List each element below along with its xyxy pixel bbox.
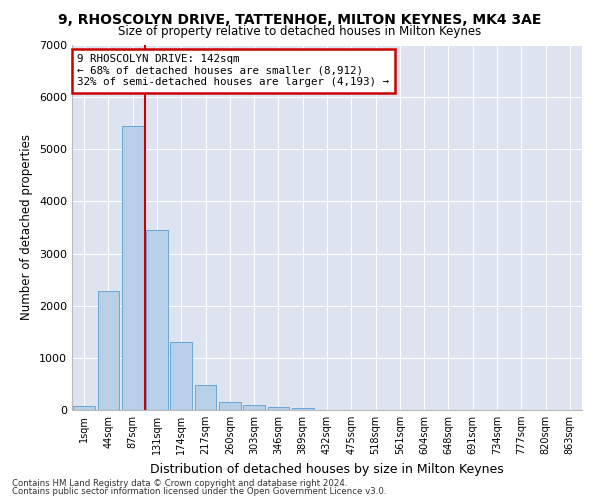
Bar <box>73 406 95 410</box>
Bar <box>194 386 217 410</box>
X-axis label: Distribution of detached houses by size in Milton Keynes: Distribution of detached houses by size … <box>150 462 504 475</box>
Bar <box>243 406 265 410</box>
Text: Contains public sector information licensed under the Open Government Licence v3: Contains public sector information licen… <box>12 487 386 496</box>
Bar <box>97 291 119 410</box>
Bar <box>292 408 314 410</box>
Bar <box>122 126 143 410</box>
Text: 9, RHOSCOLYN DRIVE, TATTENHOE, MILTON KEYNES, MK4 3AE: 9, RHOSCOLYN DRIVE, TATTENHOE, MILTON KE… <box>58 12 542 26</box>
Bar <box>170 342 192 410</box>
Text: Size of property relative to detached houses in Milton Keynes: Size of property relative to detached ho… <box>118 25 482 38</box>
Bar <box>268 407 289 410</box>
Bar <box>219 402 241 410</box>
Text: 9 RHOSCOLYN DRIVE: 142sqm
← 68% of detached houses are smaller (8,912)
32% of se: 9 RHOSCOLYN DRIVE: 142sqm ← 68% of detac… <box>77 54 389 88</box>
Text: Contains HM Land Registry data © Crown copyright and database right 2024.: Contains HM Land Registry data © Crown c… <box>12 479 347 488</box>
Y-axis label: Number of detached properties: Number of detached properties <box>20 134 34 320</box>
Bar <box>146 230 168 410</box>
